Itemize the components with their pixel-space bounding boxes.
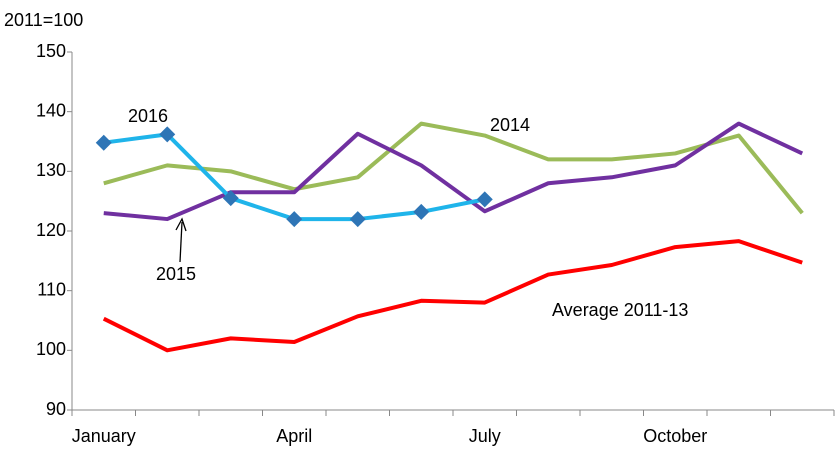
series-marker	[222, 190, 239, 207]
series-line	[102, 239, 803, 353]
series-line	[103, 132, 486, 222]
series-label: Average 2011-13	[552, 300, 688, 320]
x-tick-label: October	[643, 426, 707, 446]
series-line	[103, 121, 804, 215]
annotation-arrow	[179, 221, 183, 263]
y-tick-label: 130	[36, 160, 66, 180]
series-marker	[476, 191, 493, 208]
y-tick-label: 90	[46, 399, 66, 419]
y-tick-label: 110	[37, 279, 66, 299]
series-marker	[95, 134, 112, 151]
y-tick-label: 150	[36, 41, 66, 61]
series-line	[103, 121, 804, 222]
series-marker	[349, 211, 366, 228]
y-axis-label: 2011=100	[4, 10, 83, 30]
series-marker	[286, 211, 303, 228]
series-marker	[159, 126, 176, 143]
series-marker	[413, 203, 430, 220]
series-label: 2015	[156, 264, 196, 284]
y-tick-label: 100	[36, 339, 66, 359]
x-tick-label: April	[276, 426, 312, 446]
series-label: 2016	[128, 106, 168, 126]
series-label: 2014	[490, 115, 530, 135]
y-tick-label: 140	[36, 100, 66, 120]
annotation-arrowhead	[175, 217, 187, 232]
x-tick-label: January	[72, 426, 136, 446]
x-tick-label: July	[469, 426, 501, 446]
y-tick-label: 120	[36, 220, 66, 240]
